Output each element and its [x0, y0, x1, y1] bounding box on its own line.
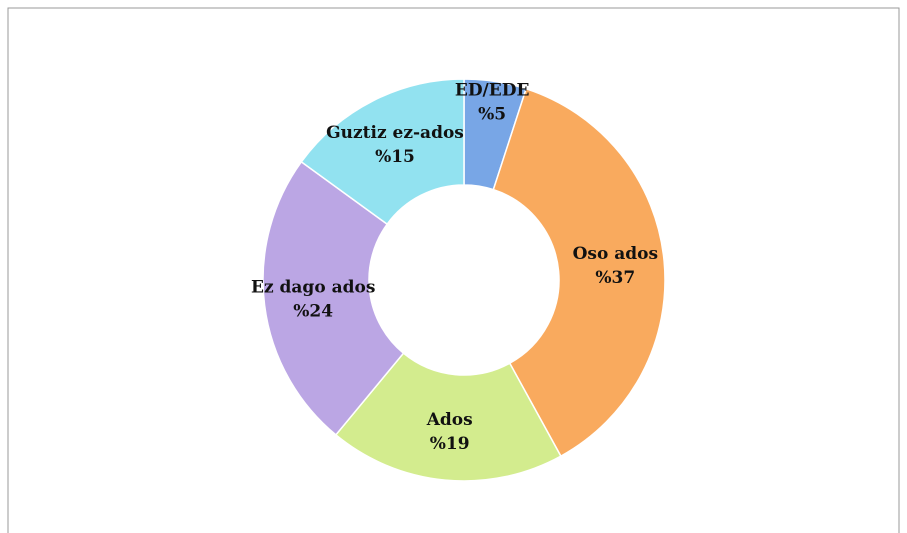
slice-value-label: %15 — [375, 147, 415, 167]
slice-value-label: %5 — [478, 105, 506, 125]
slice-value-label: %19 — [430, 434, 470, 454]
donut-slice — [300, 78, 465, 226]
labels: ED/EDE %5 Oso ados %37 Ados %19 Ez dago ados %2… — [251, 81, 658, 454]
slice-label: ED/EDE — [455, 81, 530, 101]
donut-slice — [492, 87, 666, 458]
slice-label: Guztiz ez-ados — [326, 123, 464, 143]
slice-value-label: %37 — [595, 268, 635, 288]
donut-slice — [262, 160, 405, 436]
slice-label: Ez dago ados — [251, 278, 375, 298]
chart-frame — [7, 7, 900, 533]
slice-label: Ados — [426, 410, 473, 430]
donut-slice — [334, 352, 562, 482]
slice-label: Oso ados — [573, 244, 658, 264]
donut — [262, 78, 666, 482]
slice-value-label: %24 — [293, 302, 333, 322]
